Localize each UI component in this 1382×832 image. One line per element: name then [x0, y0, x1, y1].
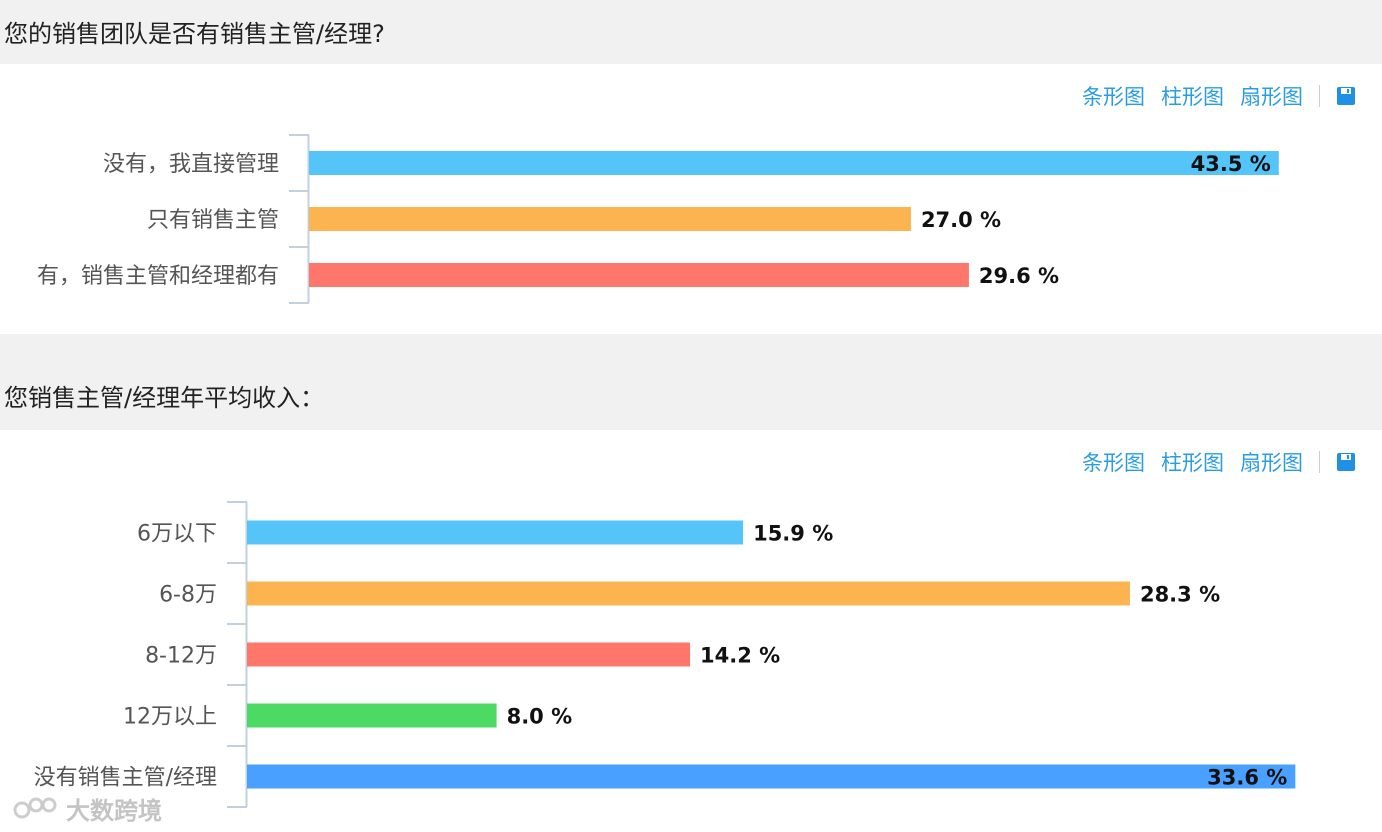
bar-chart-link[interactable]: 条形图: [1082, 451, 1145, 475]
data-label: 29.6 %: [979, 264, 1059, 288]
save-icon[interactable]: [1336, 452, 1356, 472]
category-label: 6-8万: [159, 583, 217, 608]
bar[interactable]: [247, 581, 1130, 606]
data-label: 28.3 %: [1140, 583, 1220, 607]
category-label: 没有销售主管/经理: [34, 766, 217, 791]
question-2-chart: 6万以下 15.9 % 6-8万 28.3 % 8-12万 14.2 % 12万以上 8.0 …: [34, 501, 1296, 808]
bar[interactable]: [247, 520, 744, 545]
question-1-title: 您的销售团队是否有销售主管/经理?: [4, 20, 385, 48]
bar[interactable]: [247, 642, 691, 667]
data-label: 15.9 %: [753, 522, 833, 546]
bar[interactable]: [309, 207, 911, 231]
question-2-header: 您销售主管/经理年平均收入：: [0, 334, 1382, 430]
question-2-toolbar: 条形图 柱形图 扇形图: [1066, 447, 1356, 477]
bar[interactable]: [247, 764, 1296, 789]
question-1-toolbar: 条形图 柱形图 扇形图: [1066, 81, 1356, 111]
toolbar-divider: [1319, 85, 1320, 107]
question-2-title: 您销售主管/经理年平均收入：: [4, 384, 325, 412]
category-label: 12万以上: [123, 705, 217, 730]
category-label: 6万以下: [137, 522, 217, 547]
data-label: 14.2 %: [700, 644, 780, 668]
toolbar-divider: [1319, 451, 1320, 473]
column-chart-link[interactable]: 柱形图: [1161, 85, 1224, 109]
save-icon[interactable]: [1336, 86, 1356, 106]
data-label: 33.6 %: [1207, 766, 1287, 790]
watermark: 大数跨境: [12, 791, 162, 826]
pie-chart-link[interactable]: 扇形图: [1240, 451, 1303, 475]
data-label: 8.0 %: [507, 705, 573, 729]
column-chart-link[interactable]: 柱形图: [1161, 451, 1224, 475]
category-label: 没有，我直接管理: [103, 152, 279, 177]
watermark-text: 大数跨境: [66, 797, 162, 825]
bar[interactable]: [247, 703, 497, 728]
question-1-chart: 没有，我直接管理 43.5 % 只有销售主管 27.0 % 有，销售主管和经理都有 29.…: [37, 134, 1279, 304]
pie-chart-link[interactable]: 扇形图: [1240, 85, 1303, 109]
bar[interactable]: [309, 263, 969, 287]
data-label: 27.0 %: [921, 208, 1001, 232]
category-label: 只有销售主管: [147, 208, 279, 233]
bar-chart-link[interactable]: 条形图: [1082, 85, 1145, 109]
category-label: 8-12万: [145, 644, 217, 669]
bar[interactable]: [309, 151, 1279, 175]
watermark-logo-icon: [13, 797, 57, 818]
category-label: 有，销售主管和经理都有: [37, 264, 279, 289]
data-label: 43.5 %: [1191, 152, 1271, 176]
question-1-header: 您的销售团队是否有销售主管/经理?: [0, 0, 1382, 64]
